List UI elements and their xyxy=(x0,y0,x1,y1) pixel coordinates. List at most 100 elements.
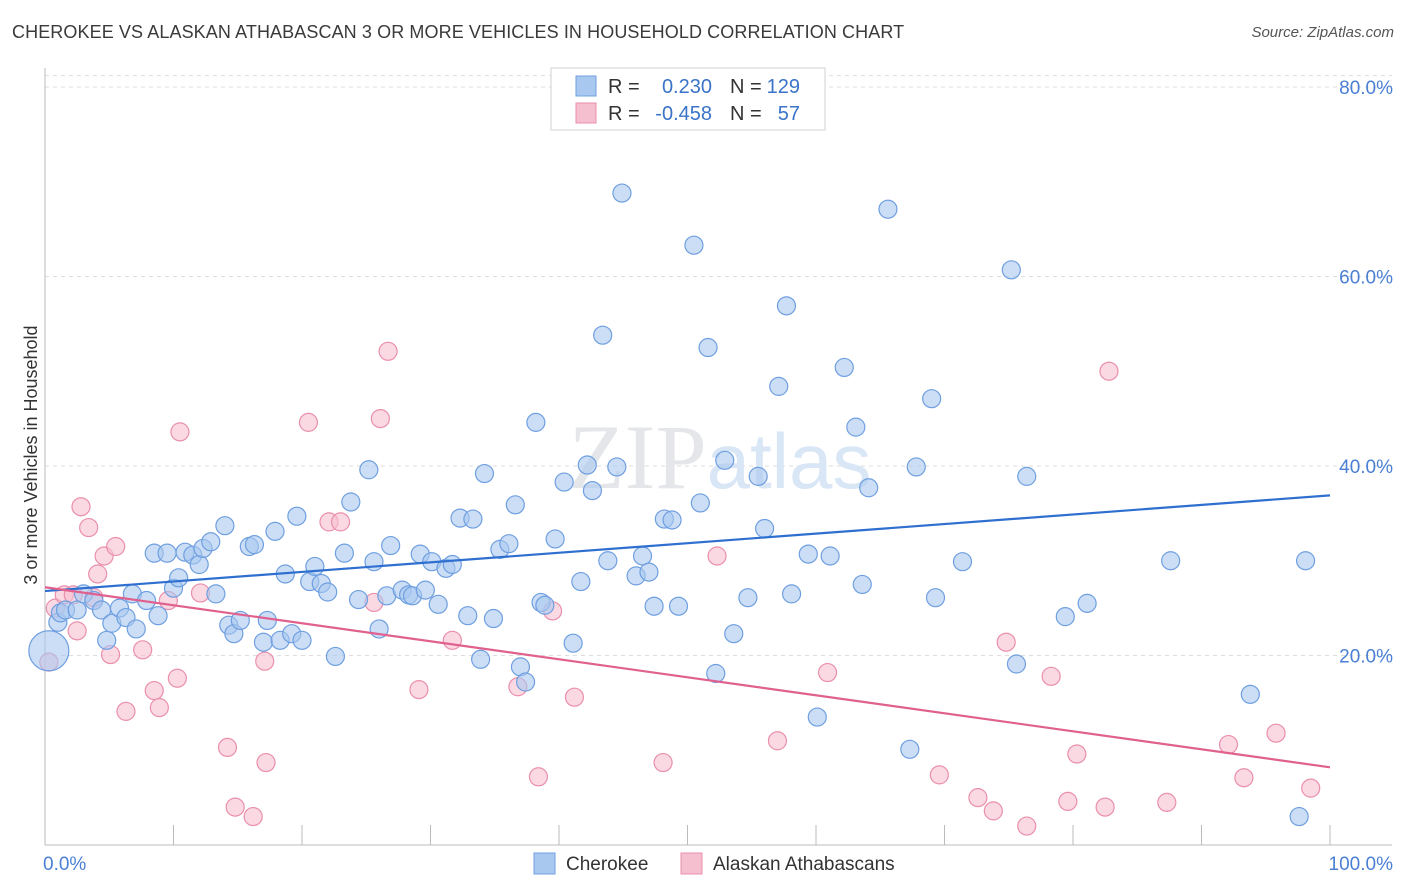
cherokee-point xyxy=(662,510,682,530)
alaskan-point xyxy=(996,632,1016,652)
cherokee-point xyxy=(706,663,726,684)
cherokee-point xyxy=(334,543,355,563)
cherokee-point xyxy=(305,556,325,577)
cherokee-point xyxy=(598,551,618,571)
alaskan-point xyxy=(106,536,126,557)
cherokee-point xyxy=(754,518,775,539)
legend-item-cherokee: Cherokee xyxy=(566,854,648,875)
cherokee-point xyxy=(157,543,177,563)
cherokee-point xyxy=(287,506,307,526)
alaskan-point xyxy=(255,651,275,671)
cherokee-point xyxy=(724,624,744,644)
cherokee-point xyxy=(925,588,946,608)
cherokee-point xyxy=(148,606,168,626)
y-tick-labels: 20.0% 40.0% 60.0% 80.0% xyxy=(1339,78,1393,668)
x-tick-label: 100.0% xyxy=(1329,854,1394,875)
alaskan-point xyxy=(225,797,245,817)
cherokee-point xyxy=(215,516,235,536)
cherokee-point xyxy=(1017,466,1037,486)
cherokee-point xyxy=(820,546,840,566)
alaskan-point xyxy=(1041,666,1061,686)
alaskan-point xyxy=(653,752,673,773)
cherokee-point xyxy=(505,495,525,515)
alaskan-point xyxy=(67,621,87,641)
cherokee-point xyxy=(859,478,879,498)
y-tick-label: 80.0% xyxy=(1339,78,1393,99)
cherokee-point xyxy=(442,554,462,575)
alaskan-point xyxy=(1099,361,1119,381)
cherokee-point xyxy=(28,630,70,672)
legend-n-value: 57 xyxy=(778,103,800,125)
trend-lines xyxy=(44,494,1331,769)
series-legend: Cherokee Alaskan Athabascans xyxy=(533,852,895,875)
cherokee-trend-line xyxy=(44,494,1331,593)
cherokee-point xyxy=(922,389,942,409)
alaskan-point xyxy=(707,546,727,566)
legend-swatch-cherokee xyxy=(575,75,597,97)
alaskan-point xyxy=(243,806,263,827)
cherokee-point xyxy=(169,568,189,588)
legend-item-alaskan: Alaskan Athabascans xyxy=(713,854,895,875)
cherokee-point xyxy=(1006,654,1027,674)
cherokee-point xyxy=(807,707,827,727)
alaskan-point xyxy=(1095,797,1115,817)
cherokee-point xyxy=(1240,684,1260,704)
cherokee-point xyxy=(846,417,866,437)
stats-legend: R = 0.230 N = 129 R = -0.458 N = 57 xyxy=(550,67,826,131)
cherokee-point xyxy=(593,325,613,345)
alaskan-point xyxy=(528,767,549,787)
cherokee-point xyxy=(535,595,555,615)
legend-n-value: 129 xyxy=(767,76,800,98)
series-alaskan-athabascans xyxy=(39,341,1321,836)
cherokee-point xyxy=(554,472,574,492)
alaskan-point xyxy=(79,517,99,538)
alaskan-point xyxy=(1017,816,1037,836)
cherokee-point xyxy=(471,649,491,669)
cherokee-point xyxy=(1295,551,1316,571)
cherokee-point xyxy=(126,619,146,639)
cherokee-point xyxy=(428,594,448,614)
alaskan-point xyxy=(1234,768,1254,788)
cherokee-point xyxy=(798,544,818,564)
bottom-swatch-alaskan xyxy=(680,852,703,875)
cherokee-point xyxy=(698,337,718,358)
cherokee-point xyxy=(97,630,117,650)
y-tick-label: 40.0% xyxy=(1339,457,1393,478)
cherokee-point xyxy=(348,589,369,610)
legend-n-label: N = xyxy=(730,103,762,125)
chart-title: CHEROKEE VS ALASKAN ATHABASCAN 3 OR MORE… xyxy=(12,22,905,42)
axes xyxy=(44,68,1392,846)
cherokee-point xyxy=(577,455,597,475)
alaskan-point xyxy=(217,737,238,758)
source-label: Source: ZipAtlas.com xyxy=(1251,24,1394,41)
cherokee-point xyxy=(1001,260,1021,280)
y-axis-label: 3 or more Vehicles in Household xyxy=(21,325,41,584)
cherokee-point xyxy=(748,466,768,486)
cherokee-point xyxy=(582,481,603,501)
alaskan-point xyxy=(71,497,91,517)
cherokee-point xyxy=(668,596,689,616)
series-cherokee xyxy=(28,183,1316,827)
alaskan-point xyxy=(767,731,788,751)
alaskan-point xyxy=(1301,778,1321,798)
cherokee-point xyxy=(67,600,87,620)
cherokee-point xyxy=(381,535,401,556)
cherokee-point xyxy=(257,610,277,631)
bottom-swatch-cherokee xyxy=(533,852,556,875)
cherokee-point xyxy=(878,199,898,219)
cherokee-point xyxy=(483,608,504,629)
cherokee-point xyxy=(545,529,565,549)
cherokee-point xyxy=(834,357,854,378)
alaskan-point xyxy=(1067,744,1087,764)
legend-n-label: N = xyxy=(730,76,762,98)
cherokee-point xyxy=(265,521,285,541)
alaskan-point xyxy=(88,564,108,584)
cherokee-point xyxy=(201,532,221,552)
cherokee-point xyxy=(1077,593,1097,613)
cherokee-point xyxy=(458,606,478,626)
alaskan-point xyxy=(116,701,136,721)
cherokee-point xyxy=(906,457,926,477)
cherokee-point xyxy=(325,646,346,667)
alaskan-point xyxy=(983,801,1003,821)
